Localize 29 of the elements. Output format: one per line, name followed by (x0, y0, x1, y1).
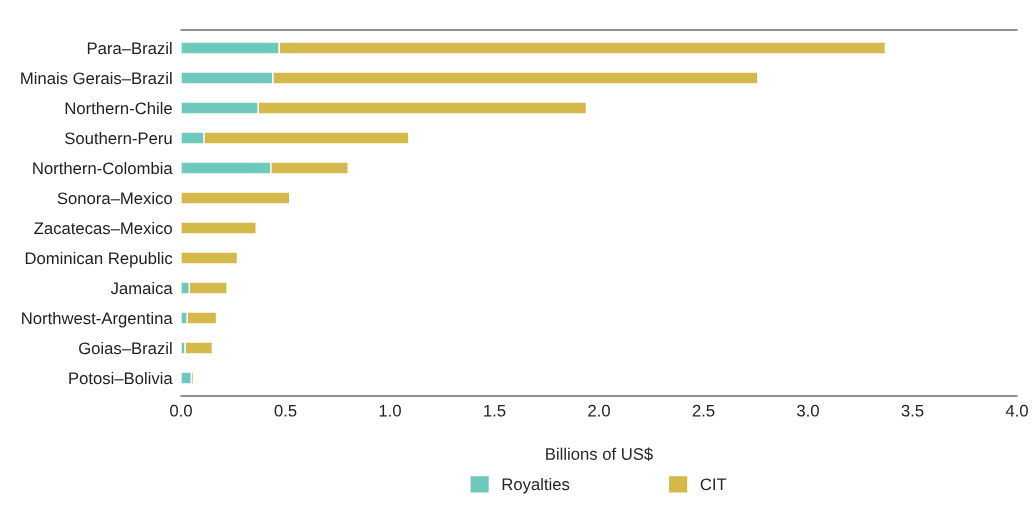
bar (181, 251, 239, 265)
y-tick-label: Dominican Republic (25, 251, 173, 268)
y-tick-label: Northern-Colombia (33, 161, 173, 175)
x-tick-label: 2.0 (588, 404, 610, 417)
x-tick-label: 4.0 (1005, 404, 1028, 417)
legend-label: CIT (700, 478, 727, 491)
legend-label: Royalties (502, 477, 570, 494)
x-tick-label: 2.5 (692, 404, 715, 417)
y-tick-label: Para–Brazil (87, 41, 172, 55)
x-axis-title: Billions of US$ (546, 447, 653, 461)
y-tick-label: Potosi–Bolivia (69, 371, 173, 385)
y-tick-label: Goias–Brazil (79, 341, 172, 355)
y-tick-label: Northern-Chile (65, 101, 172, 115)
x-tick-label: 3.0 (797, 404, 819, 417)
bar (181, 371, 193, 385)
x-tick-label: 1.0 (379, 404, 401, 417)
bar (184, 341, 214, 355)
y-tick-label: Southern-Peru (65, 131, 172, 145)
y-tick-label: Northwest-Argentina (22, 311, 173, 328)
x-tick-label: 3.5 (901, 404, 924, 417)
y-tick-label: Sonora–Mexico (57, 191, 172, 205)
x-tick-label: 1.5 (484, 404, 506, 417)
bar (181, 221, 257, 235)
y-tick-label: Jamaica (110, 281, 173, 295)
bar (181, 191, 291, 205)
x-tick-label: 0.5 (274, 404, 297, 417)
y-tick-label: Minais Gerais–Brazil (21, 71, 172, 85)
y-tick-label: Zacatecas–Mexico (34, 221, 172, 235)
x-tick-label: 0.0 (170, 404, 192, 417)
